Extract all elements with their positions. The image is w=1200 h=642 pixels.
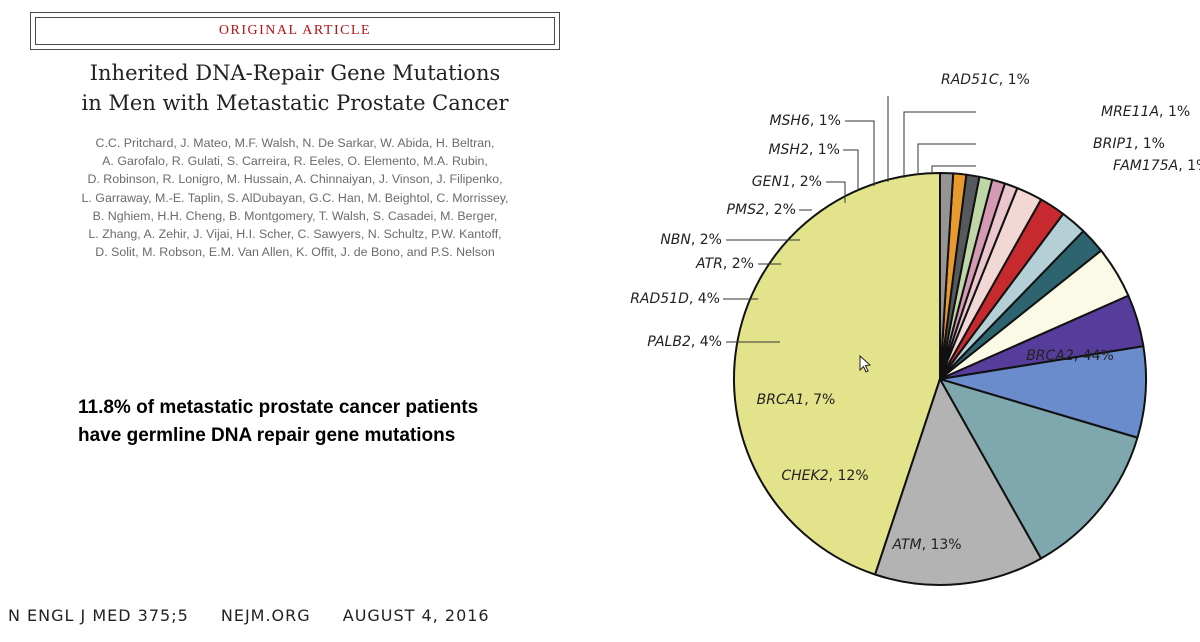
author-line: L. Garraway, M.-E. Taplin, S. AlDubayan,… xyxy=(81,190,509,205)
slice-label-fam175a: FAM175A, 1% xyxy=(1113,158,1200,174)
pie-slice-atm xyxy=(874,378,1043,586)
leader-line-msh6 xyxy=(845,120,875,186)
article-title-line: Inherited DNA-Repair Gene Mutations xyxy=(89,61,501,85)
author-line: A. Garofalo, R. Gulati, S. Carreira, R. … xyxy=(102,154,488,169)
leader-line-fam175a xyxy=(931,165,976,174)
slice-label-atr: ATR, 2% xyxy=(695,256,754,272)
banner-inner-frame: ORIGINAL ARTICLE xyxy=(35,17,555,45)
leader-lines xyxy=(723,96,976,343)
slice-label-pms2: PMS2, 2% xyxy=(727,202,796,218)
slice-labels: BRCA2, 44% ATM, 13% CHEK2, 12% BRCA1, 7% PAL… xyxy=(630,72,1200,553)
slice-label-atm: ATM, 13% xyxy=(891,537,961,553)
author-line: C.C. Pritchard, J. Mateo, M.F. Walsh, N.… xyxy=(95,136,495,150)
slice-label-gen1: GEN1, 2% xyxy=(752,174,822,190)
author-line: L. Zhang, A. Zehir, J. Vijai, H.I. Scher… xyxy=(88,227,502,242)
citation-site: NEJM.ORG xyxy=(220,606,311,625)
article-title-line: in Men with Metastatic Prostate Cancer xyxy=(81,91,509,115)
author-line: D. Robinson, R. Lonigro, M. Hussain, A. … xyxy=(87,172,503,187)
citation-journal: N ENGL J MED 375;5 xyxy=(8,606,189,625)
citation-date: AUGUST 4, 2016 xyxy=(342,606,490,625)
slice-label-brca1: BRCA1, 7% xyxy=(757,392,836,408)
leader-line-mre11a xyxy=(903,111,976,178)
pie-slices xyxy=(733,171,1147,586)
article-type-label: ORIGINAL ARTICLE xyxy=(218,23,372,38)
author-line: B. Nghiem, H.H. Cheng, B. Montgomery, T.… xyxy=(92,208,498,223)
slice-label-brip1: BRIP1, 1% xyxy=(1093,136,1165,152)
citation-footer: N ENGL J MED 375;5 NEJM.ORG AUGUST 4, 20… xyxy=(8,606,516,625)
article-type-banner: ORIGINAL ARTICLE xyxy=(30,12,560,50)
author-line: D. Solit, M. Robson, E.M. Van Allen, K. … xyxy=(95,245,495,260)
pie-slice-brca2 xyxy=(733,172,941,576)
leader-line-brip1 xyxy=(917,143,976,175)
slice-label-chek2: CHEK2, 12% xyxy=(781,468,868,484)
pie-slice-fam175a xyxy=(939,171,955,380)
headline-line: 11.8% of metastatic prostate cancer pati… xyxy=(78,397,479,418)
gene-mutation-pie-chart: BRCA2, 44% ATM, 13% CHEK2, 12% BRCA1, 7% PAL… xyxy=(630,72,1200,586)
headline-line: have germline DNA repair gene mutations xyxy=(78,425,456,446)
mouse-cursor-icon xyxy=(859,354,872,373)
slice-label-palb2: PALB2, 4% xyxy=(647,334,722,350)
slice-label-rad51d: RAD51D, 4% xyxy=(630,291,720,307)
slice-label-msh2: MSH2, 1% xyxy=(768,142,840,158)
slice-label-msh6: MSH6, 1% xyxy=(769,113,841,129)
author-list: C.C. Pritchard, J. Mateo, M.F. Walsh, N.… xyxy=(30,134,560,261)
headline: 11.8% of metastatic prostate cancer pati… xyxy=(78,394,598,450)
leader-line-gen1 xyxy=(826,181,846,203)
leader-line-msh2 xyxy=(843,149,859,191)
slice-label-mre11a: MRE11A, 1% xyxy=(1101,104,1190,120)
article-title: Inherited DNA-Repair Gene Mutations in M… xyxy=(30,58,560,118)
slice-label-rad51c: RAD51C, 1% xyxy=(941,72,1030,88)
slice-label-brca2: BRCA2, 44% xyxy=(1026,348,1114,364)
slice-label-nbn: NBN, 2% xyxy=(660,232,722,248)
